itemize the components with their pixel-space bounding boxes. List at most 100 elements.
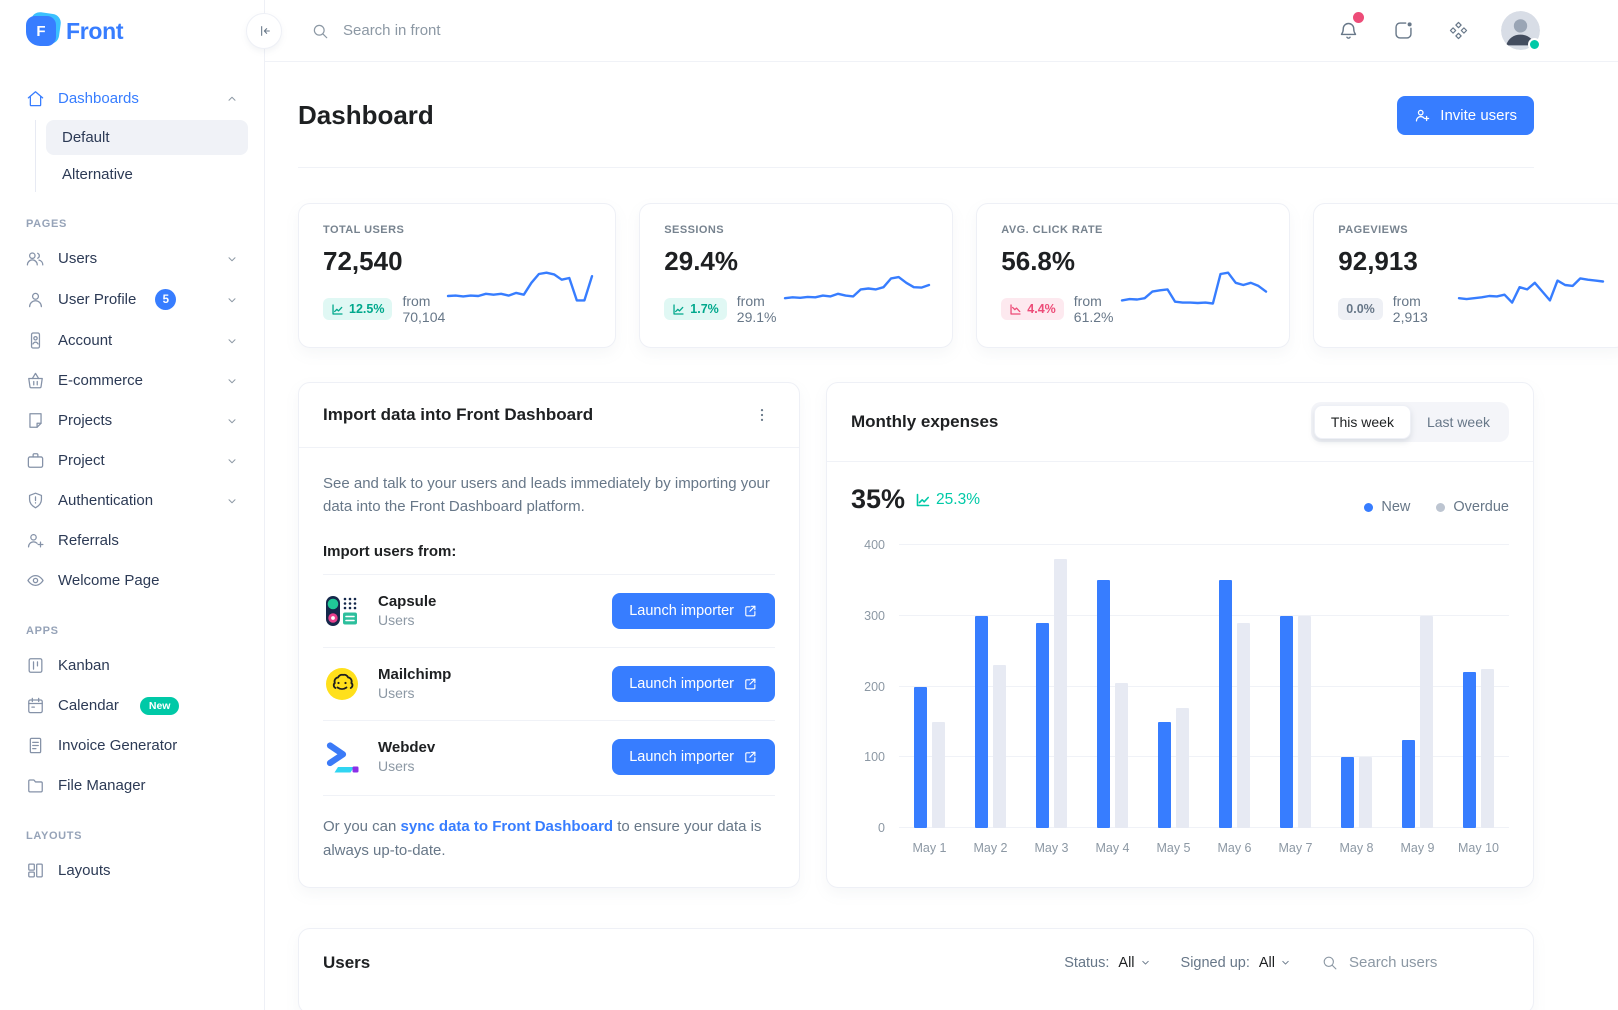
brand-name[interactable]: Front <box>66 17 124 44</box>
sidebar-item-user-profile[interactable]: User Profile 5 <box>16 280 248 319</box>
bar-new-may-9 <box>1402 739 1415 828</box>
chart-x-tick: May 9 <box>1400 841 1435 855</box>
new-badge: New <box>139 696 180 715</box>
delta-value: 0.0% <box>1346 302 1375 316</box>
invite-users-button[interactable]: Invite users <box>1397 96 1534 135</box>
bar-overdue-may-9 <box>1420 615 1433 828</box>
stat-from-text: from 2,913 <box>1392 293 1428 325</box>
sidebar-item-e-commerce[interactable]: E-commerce <box>16 362 248 399</box>
launch-importer-button-capsule[interactable]: Launch importer <box>612 592 775 629</box>
sync-data-link[interactable]: sync data to Front Dashboard <box>400 817 614 835</box>
sidebar-item-label: User Profile <box>58 291 137 308</box>
sidebar-item-invoice-generator[interactable]: Invoice Generator <box>16 727 248 764</box>
external-link-icon <box>743 749 758 764</box>
stat-card-sessions: Sessions 29.4% 1.7% from 29.1% <box>639 203 954 348</box>
shield-icon <box>26 491 45 510</box>
expenses-card-body: 35% 25.3% New Overdue 0 100 200 300 400 May 1… <box>827 462 1533 869</box>
sidebar-item-kanban[interactable]: Kanban <box>16 647 248 684</box>
arrow-bar-left-icon <box>261 26 270 36</box>
chart-gridline <box>899 685 1509 687</box>
search-input[interactable] <box>343 22 763 39</box>
expenses-headline-row: 35% 25.3% New Overdue <box>851 484 1509 515</box>
legend-dot <box>1436 502 1446 512</box>
users-search-input[interactable] <box>1349 954 1509 971</box>
chart-column-may-1 <box>899 545 960 828</box>
sidebar-item-dashboards[interactable]: Dashboards <box>16 80 248 117</box>
sidebar-item-label: Project <box>58 452 105 469</box>
brand-logo-icon: F <box>26 11 62 46</box>
sidebar-item-account[interactable]: Account <box>16 322 248 359</box>
legend-item-new[interactable]: New <box>1364 499 1410 515</box>
sidebar-item-welcome-page[interactable]: Welcome Page <box>16 562 248 599</box>
chart-y-tick: 0 <box>878 821 885 835</box>
stat-from-text: from 70,104 <box>402 293 446 325</box>
stat-value: 72,540 <box>323 246 403 276</box>
sidebar-item-layouts[interactable]: Layouts <box>16 852 248 889</box>
search-icon <box>1323 956 1337 970</box>
invoice-icon <box>26 736 45 755</box>
week-toggle: This week Last week <box>1310 402 1509 442</box>
sidebar-item-label: Authentication <box>58 492 154 509</box>
sidebar-item-referrals[interactable]: Referrals <box>16 522 248 559</box>
sidebar-item-authentication[interactable]: Authentication <box>16 482 248 519</box>
layout-icon <box>26 861 45 880</box>
users-search <box>1321 954 1509 971</box>
stat-value: 56.8% <box>1001 246 1076 276</box>
sidebar-subitem-default[interactable]: Default <box>46 120 248 155</box>
import-card-body: See and talk to your users and leads imm… <box>299 448 799 887</box>
activity-stream-icon <box>1395 22 1412 39</box>
launch-importer-button-webdev[interactable]: Launch importer <box>612 738 775 775</box>
sidebar-subitem-alternative[interactable]: Alternative <box>62 166 133 183</box>
legend-item-overdue[interactable]: Overdue <box>1436 499 1509 515</box>
delta-badge: 0.0% <box>1338 298 1383 320</box>
expenses-card-header: Monthly expenses This week Last week <box>827 383 1533 462</box>
delta-value: 1.7% <box>690 302 719 316</box>
page-content: Dashboard Invite users Total users 72,540… <box>265 62 1618 1010</box>
notifications-button[interactable] <box>1336 12 1364 43</box>
import-card-menu-button[interactable] <box>749 402 775 428</box>
toggle-this-week[interactable]: This week <box>1313 405 1411 439</box>
signed-up-filter-select[interactable]: All <box>1259 955 1291 971</box>
launch-importer-label: Launch importer <box>629 675 734 692</box>
user-icon <box>26 290 45 309</box>
chevron-down-icon <box>226 253 238 265</box>
chart-column-may-5 <box>1143 545 1204 828</box>
sidebar-item-projects[interactable]: Projects <box>16 402 248 439</box>
apps-menu-button[interactable] <box>1446 18 1471 43</box>
sidebar-item-file-manager[interactable]: File Manager <box>16 767 248 804</box>
folder-icon <box>26 776 45 795</box>
sidebar: F Front Dashboards Default Alternative Page… <box>0 0 282 1010</box>
chart-x-tick: May 3 <box>1034 841 1069 855</box>
sidebar-collapse-button[interactable] <box>246 13 282 49</box>
cards-row: Import data into Front Dashboard See and… <box>298 382 1534 888</box>
stat-from-text: from 29.1% <box>736 293 777 325</box>
chevron-down-icon <box>226 455 238 467</box>
chevron-down-icon <box>226 375 238 387</box>
sidebar-item-users[interactable]: Users <box>16 240 248 277</box>
users-card: Users Status: All Signed up: <box>298 927 1534 1010</box>
avatar[interactable] <box>1501 11 1541 51</box>
basket-icon <box>26 371 45 390</box>
sidebar-item-label: Layouts <box>58 862 111 879</box>
page-header: Dashboard Invite users <box>298 84 1534 168</box>
bar-overdue-may-1 <box>932 721 945 828</box>
expenses-delta: 25.3% <box>915 491 980 509</box>
sidebar-item-calendar[interactable]: Calendar New <box>16 687 248 724</box>
eye-icon <box>26 571 45 590</box>
activity-stream-button[interactable] <box>1391 18 1416 43</box>
chart-y-tick: 100 <box>864 750 885 765</box>
chart-column-may-6 <box>1204 545 1265 828</box>
launch-importer-button-mailchimp[interactable]: Launch importer <box>612 665 775 702</box>
bar-new-may-4 <box>1097 580 1110 828</box>
chart-y-tick: 400 <box>864 538 885 552</box>
chart-y-tick: 300 <box>864 608 885 623</box>
toggle-last-week[interactable]: Last week <box>1411 405 1506 439</box>
mailchimp-logo-icon <box>323 665 361 703</box>
sidebar-item-project[interactable]: Project <box>16 442 248 479</box>
delta-badge: 1.7% <box>664 298 727 320</box>
nav-section-heading-layouts: Layouts <box>26 830 83 842</box>
import-source-name: Webdev <box>378 739 436 756</box>
status-filter-select[interactable]: All <box>1118 955 1150 971</box>
import-row-webdev: Webdev Users Launch importer <box>323 719 775 793</box>
